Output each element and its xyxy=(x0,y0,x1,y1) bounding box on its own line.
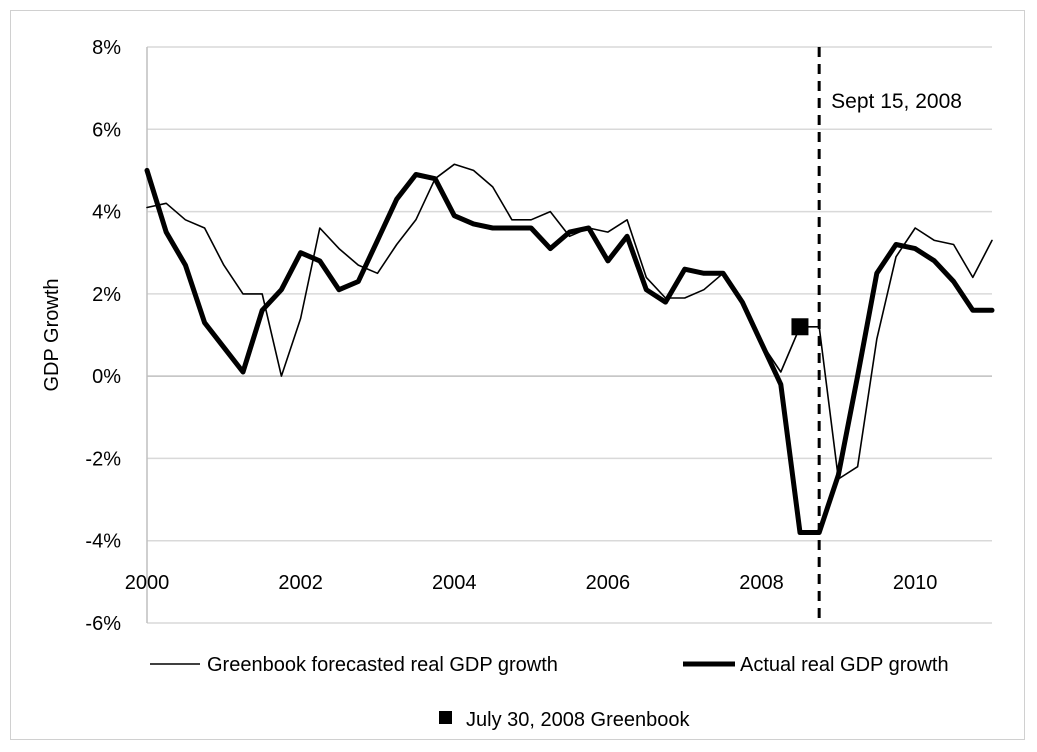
x-tick-label: 2008 xyxy=(739,572,784,594)
y-axis-title: GDP Growth xyxy=(41,279,63,392)
y-tick-labels: 8% 6% 4% 2% 0% -2% -4% -6% xyxy=(85,37,121,635)
gridlines xyxy=(147,46,992,624)
x-tick-label: 2006 xyxy=(586,572,631,594)
markers-layer xyxy=(791,318,809,336)
vline-label: Sept 15, 2008 xyxy=(831,90,962,113)
x-tick-labels: 2000 2002 2004 2006 2008 2010 xyxy=(125,572,938,594)
x-tick-label: 2010 xyxy=(893,572,938,594)
legend-label-actual-gdp: Actual real GDP growth xyxy=(740,654,949,676)
y-tick-label: 6% xyxy=(92,119,121,141)
x-tick-label: 2002 xyxy=(278,572,323,594)
x-tick-label: 2004 xyxy=(432,572,477,594)
x-tick-label: 2000 xyxy=(125,572,170,594)
y-tick-label: 8% xyxy=(92,37,121,59)
marker-july-2008-greenbook xyxy=(791,318,809,336)
y-tick-label: 0% xyxy=(92,366,121,388)
y-tick-label: -4% xyxy=(85,531,121,553)
y-tick-label: 4% xyxy=(92,202,121,224)
legend-swatch-july-2008-greenbook xyxy=(439,711,452,724)
series-line-greenbook-forecast xyxy=(146,163,993,480)
y-tick-label: 2% xyxy=(92,284,121,306)
legend: Greenbook forecasted real GDP growth Act… xyxy=(150,654,949,731)
legend-label-july-2008-greenbook: July 30, 2008 Greenbook xyxy=(466,709,690,731)
y-tick-label: -2% xyxy=(85,448,121,470)
legend-label-greenbook-forecast: Greenbook forecasted real GDP growth xyxy=(207,654,558,676)
vline-layer: Sept 15, 2008 xyxy=(817,47,962,623)
y-tick-label: -6% xyxy=(85,613,121,635)
series-layer xyxy=(144,163,995,535)
series-line-actual-gdp xyxy=(144,167,995,535)
axes xyxy=(146,47,992,623)
chart-frame xyxy=(10,10,1025,740)
